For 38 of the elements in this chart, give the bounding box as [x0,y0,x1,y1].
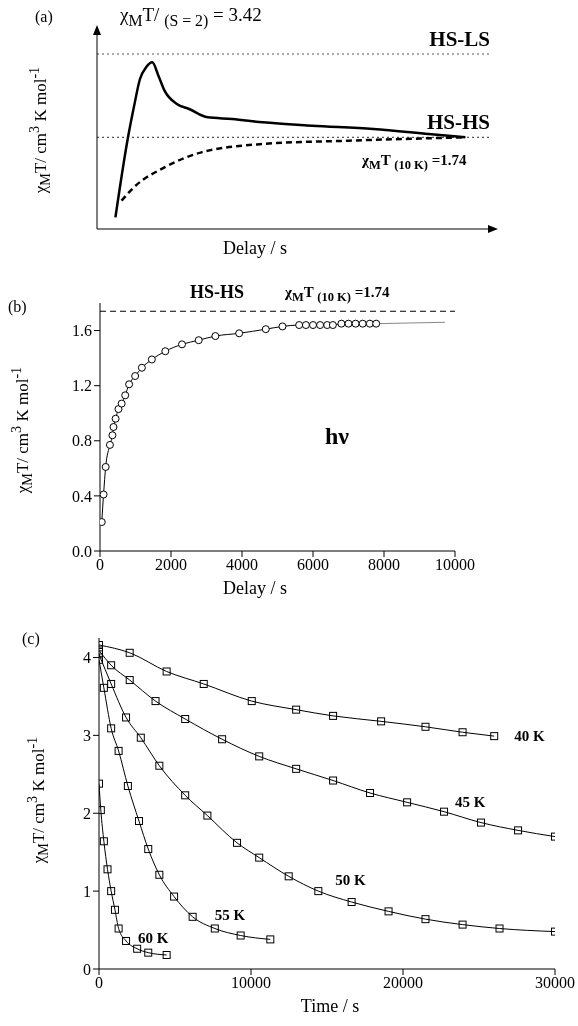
series-label: 60 K [138,929,169,946]
annotation: χ$_{M}$T $_{(10 K)}$ =1.74 [285,284,390,305]
x-tick-label: 10000 [231,974,271,992]
y-tick-label: 1 [83,882,91,900]
text: χ$_{M}$T/ $_{(S = 2)}$ = 3.42 [120,4,262,30]
x-axis-title: Delay / s [223,578,287,599]
series-label: 40 K [514,728,545,745]
y-tick-label: 3 [83,727,91,745]
ref-line-label: HS-HS [426,110,490,135]
x-tick-label: 8000 [368,556,400,574]
y-tick-label: 1.2 [72,377,92,395]
y-tick-label: 0.4 [72,487,92,505]
text: (b) [8,298,27,316]
x-tick-label: 10000 [435,556,475,574]
x-axis-title: Time / s [300,996,360,1017]
x-tick-label: 2000 [155,556,187,574]
y-tick-label: 4 [83,649,91,667]
y-tick-label: 2 [83,804,91,822]
y-tick-label: 0.0 [72,542,92,560]
series-label: 45 K [455,793,486,810]
x-tick-label: 6000 [297,556,329,574]
annotation: χ$_{M}$T $_{(10 K)}$ =1.74 [362,152,467,173]
text: HS-HS [190,282,245,303]
series-label: 55 K [214,906,246,923]
text: (a) [35,8,53,26]
x-tick-label: 4000 [226,556,258,574]
x-tick-label: 30000 [535,974,575,992]
annotation: hν [325,423,350,450]
x-tick-label: 0 [95,974,103,992]
y-tick-label: 0 [83,960,91,978]
y-tick-label: 1.6 [72,322,92,340]
y-tick-label: 0.8 [72,432,92,450]
x-tick-label: 0 [96,556,104,574]
x-tick-label: 20000 [383,974,423,992]
ref-line-label: HS-LS [429,27,490,51]
series-label: 50 K [335,872,367,889]
text: (c) [22,630,40,648]
x-axis-title: Delay / s [223,238,287,259]
